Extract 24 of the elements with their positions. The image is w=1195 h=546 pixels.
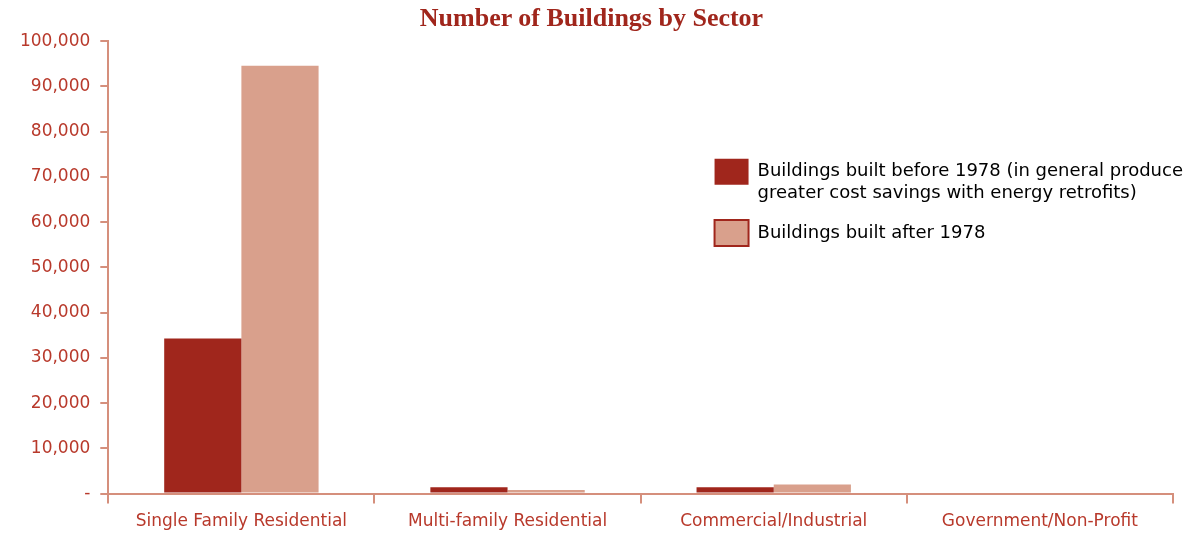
y-tick-label: 90,000 xyxy=(30,74,91,95)
bar xyxy=(507,489,585,493)
legend-label: Buildings built after 1978 xyxy=(757,220,986,242)
x-tick-label: Commercial/Industrial xyxy=(680,510,868,531)
chart-title: Number of Buildings by Sector xyxy=(419,3,764,33)
bar xyxy=(696,487,774,493)
y-tick-label: 80,000 xyxy=(30,120,91,141)
y-tick-label: 100,000 xyxy=(19,29,91,50)
bar xyxy=(430,487,508,493)
y-tick-label: 60,000 xyxy=(30,210,91,231)
y-tick-label: 50,000 xyxy=(30,255,91,276)
bar xyxy=(241,65,319,493)
bar xyxy=(164,338,242,493)
y-tick-label: 40,000 xyxy=(30,301,91,322)
y-tick-label: 10,000 xyxy=(30,436,91,457)
y-tick-label: 30,000 xyxy=(30,346,91,367)
y-tick-label: 20,000 xyxy=(30,391,91,412)
y-tick-label: 70,000 xyxy=(30,165,91,186)
x-tick-label: Multi-family Residential xyxy=(407,510,608,531)
bar xyxy=(773,484,851,493)
legend-label: Buildings built before 1978 (in general produce greater cost savings with energy retrofits) xyxy=(757,159,1183,202)
x-tick-label: Single Family Residential xyxy=(135,510,348,531)
y-tick-label: - xyxy=(84,482,91,503)
x-tick-label: Government/Non-Profit xyxy=(941,510,1139,531)
